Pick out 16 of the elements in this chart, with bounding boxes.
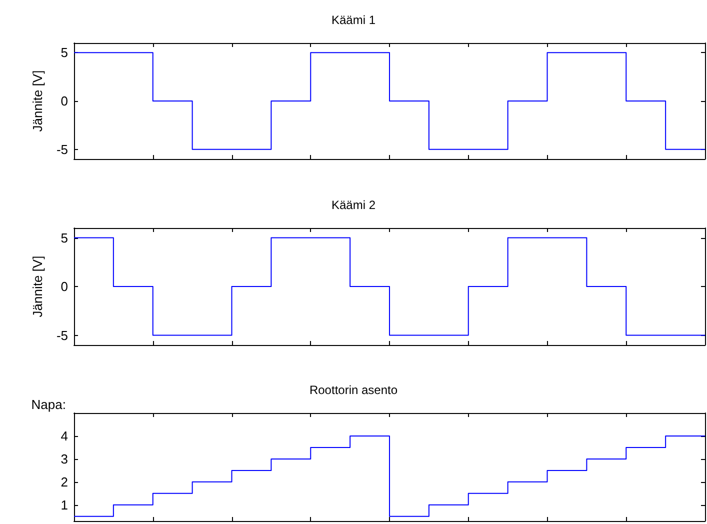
y-tick-label: 0 bbox=[60, 94, 68, 108]
y-tick-label: 5 bbox=[60, 45, 68, 60]
y-axis-title: Jännite [V] bbox=[30, 256, 45, 318]
chart-title: Roottorin asento bbox=[309, 383, 398, 397]
y-tick-label: 0 bbox=[60, 279, 68, 294]
chart-title: Käämi 2 bbox=[331, 198, 376, 212]
y-tick-label: 2 bbox=[60, 474, 68, 490]
y-tick-label: 4 bbox=[60, 428, 68, 444]
y-tick-label: 5 bbox=[60, 230, 68, 246]
y-tick-label: 1 bbox=[60, 497, 68, 512]
y-axis-title: Jännite [V] bbox=[30, 70, 45, 132]
y-axis-title: Napa: bbox=[31, 397, 66, 412]
y-tick-label: -5 bbox=[56, 328, 68, 343]
chart-title: Käämi 1 bbox=[331, 13, 376, 27]
y-tick-label: -5 bbox=[56, 142, 68, 157]
y-tick-label: 3 bbox=[60, 451, 68, 466]
